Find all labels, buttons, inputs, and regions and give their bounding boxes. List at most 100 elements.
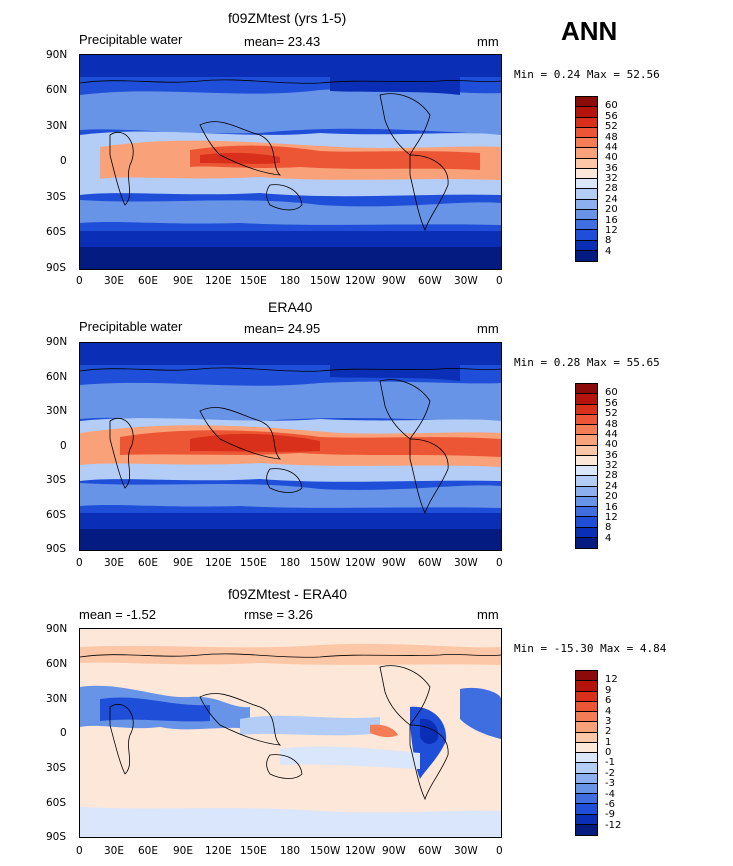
colorbar-tick-label: 60 [605, 387, 618, 399]
colorbar-tick-label: 16 [605, 501, 618, 513]
map-field [80, 55, 501, 269]
lon-tick: 180 [280, 845, 301, 857]
lat-tick: 0 [60, 440, 67, 452]
lon-tick: 60W [418, 275, 442, 287]
colorbar-tick-label: -4 [605, 788, 615, 800]
colorbar-tick-label: 0 [605, 747, 612, 758]
lat-tick: 90N [46, 336, 68, 348]
lat-tick: 30S [46, 191, 67, 203]
lat-tick: 30N [46, 405, 68, 417]
colorbar-swatch [576, 763, 597, 774]
lon-tick: 30E [104, 845, 124, 857]
colorbar-swatch [576, 691, 597, 702]
lat-tick: 30N [46, 120, 68, 132]
colorbar-swatch [576, 486, 597, 497]
season-label: ANN [561, 16, 618, 46]
mean-label: mean = -1.52 [79, 607, 156, 622]
colorbar-swatch [576, 168, 597, 179]
colorbar-tick-label: 56 [605, 110, 618, 122]
colorbar-swatch [576, 97, 597, 108]
lat-tick: 90N [46, 49, 68, 61]
colorbar-tick-label: 8 [605, 235, 612, 247]
colorbar-swatch [576, 773, 597, 784]
lon-tick: 60E [138, 275, 158, 287]
lon-tick: 30E [104, 557, 124, 569]
lon-tick: 30W [454, 557, 478, 569]
colorbar-tick-label: 4 [605, 245, 612, 257]
colorbar-swatch [576, 742, 597, 753]
colorbar-swatch [576, 712, 597, 723]
lon-tick: 30E [104, 275, 124, 287]
colorbar [575, 670, 598, 836]
lon-tick: 90E [173, 275, 193, 287]
lon-tick: 0 [496, 845, 503, 857]
colorbar-tick-label: 3 [605, 715, 612, 727]
colorbar-swatch [576, 671, 597, 682]
colorbar-swatch [576, 701, 597, 712]
colorbar-tick-label: 28 [605, 183, 618, 195]
colorbar-tick-label: 2 [605, 726, 612, 738]
colorbar-swatch [576, 722, 597, 733]
lat-tick: 30N [46, 693, 68, 705]
colorbar-tick-label: 48 [605, 418, 618, 430]
mean-label: mean= 24.95 [244, 321, 321, 336]
lon-tick: 60E [138, 845, 158, 857]
colorbar-tick-label: 60 [605, 100, 618, 112]
colorbar-tick-label: 44 [605, 428, 618, 440]
lon-tick: 60W [418, 557, 442, 569]
colorbar-tick-label: 32 [605, 173, 618, 184]
units-label: mm [477, 607, 499, 622]
colorbar-tick-label: 12 [605, 511, 618, 523]
lon-tick: 60E [138, 557, 158, 569]
colorbar-swatch [576, 507, 597, 518]
colorbar-swatch [576, 179, 597, 190]
colorbar-swatch [576, 753, 597, 764]
lon-tick: 120W [345, 275, 376, 287]
colorbar-swatch [576, 814, 597, 825]
colorbar-swatch [576, 404, 597, 415]
colorbar-tick-label: 24 [605, 193, 618, 205]
lat-tick: 30S [46, 762, 67, 774]
lon-tick: 0 [496, 557, 503, 569]
lon-tick: 180 [280, 275, 301, 287]
colorbar-swatch [576, 496, 597, 507]
minmax-label: Min = -15.30 Max = 4.84 [514, 642, 667, 655]
colorbar-tick-label: -3 [605, 778, 615, 790]
variable-label: Precipitable water [79, 32, 183, 47]
coastlines [80, 653, 501, 801]
colorbar-swatch [576, 476, 597, 487]
colorbar-swatch [576, 783, 597, 794]
lon-tick: 0 [76, 557, 83, 569]
colorbar-tick-label: 24 [605, 480, 618, 492]
colorbar-tick-label: -1 [605, 757, 615, 769]
panel-title: f09ZMtest - ERA40 [228, 586, 348, 602]
colorbar-tick-label: 52 [605, 121, 618, 133]
colorbar-tick-label: 20 [605, 491, 618, 503]
map-plot [79, 54, 502, 270]
lat-tick: 60N [46, 84, 68, 96]
lon-tick: 30W [454, 845, 478, 857]
lon-tick: 150E [240, 845, 267, 857]
colorbar-tick-label: 12 [605, 224, 618, 236]
panel-title: ERA40 [268, 299, 313, 315]
lat-tick: 90S [46, 543, 67, 555]
colorbar-swatch [576, 199, 597, 210]
colorbar-swatch [576, 189, 597, 200]
map-plot [79, 342, 502, 551]
colorbar-swatch [576, 804, 597, 815]
lat-tick: 90S [46, 831, 67, 843]
lon-tick: 60W [418, 845, 442, 857]
colorbar-swatch [576, 732, 597, 743]
lon-tick: 90W [382, 557, 406, 569]
colorbar-swatch [576, 209, 597, 220]
lon-tick: 180 [280, 557, 301, 569]
rmse-label: rmse = 3.26 [244, 607, 314, 622]
variable-label: Precipitable water [79, 319, 183, 334]
colorbar-swatch [576, 158, 597, 169]
colorbar-swatch [576, 230, 597, 241]
colorbar-swatch [576, 466, 597, 477]
lon-tick: 90E [173, 557, 193, 569]
lon-tick: 0 [496, 275, 503, 287]
colorbar-tick-label: 44 [605, 141, 618, 153]
colorbar-tick-label: 28 [605, 470, 618, 482]
